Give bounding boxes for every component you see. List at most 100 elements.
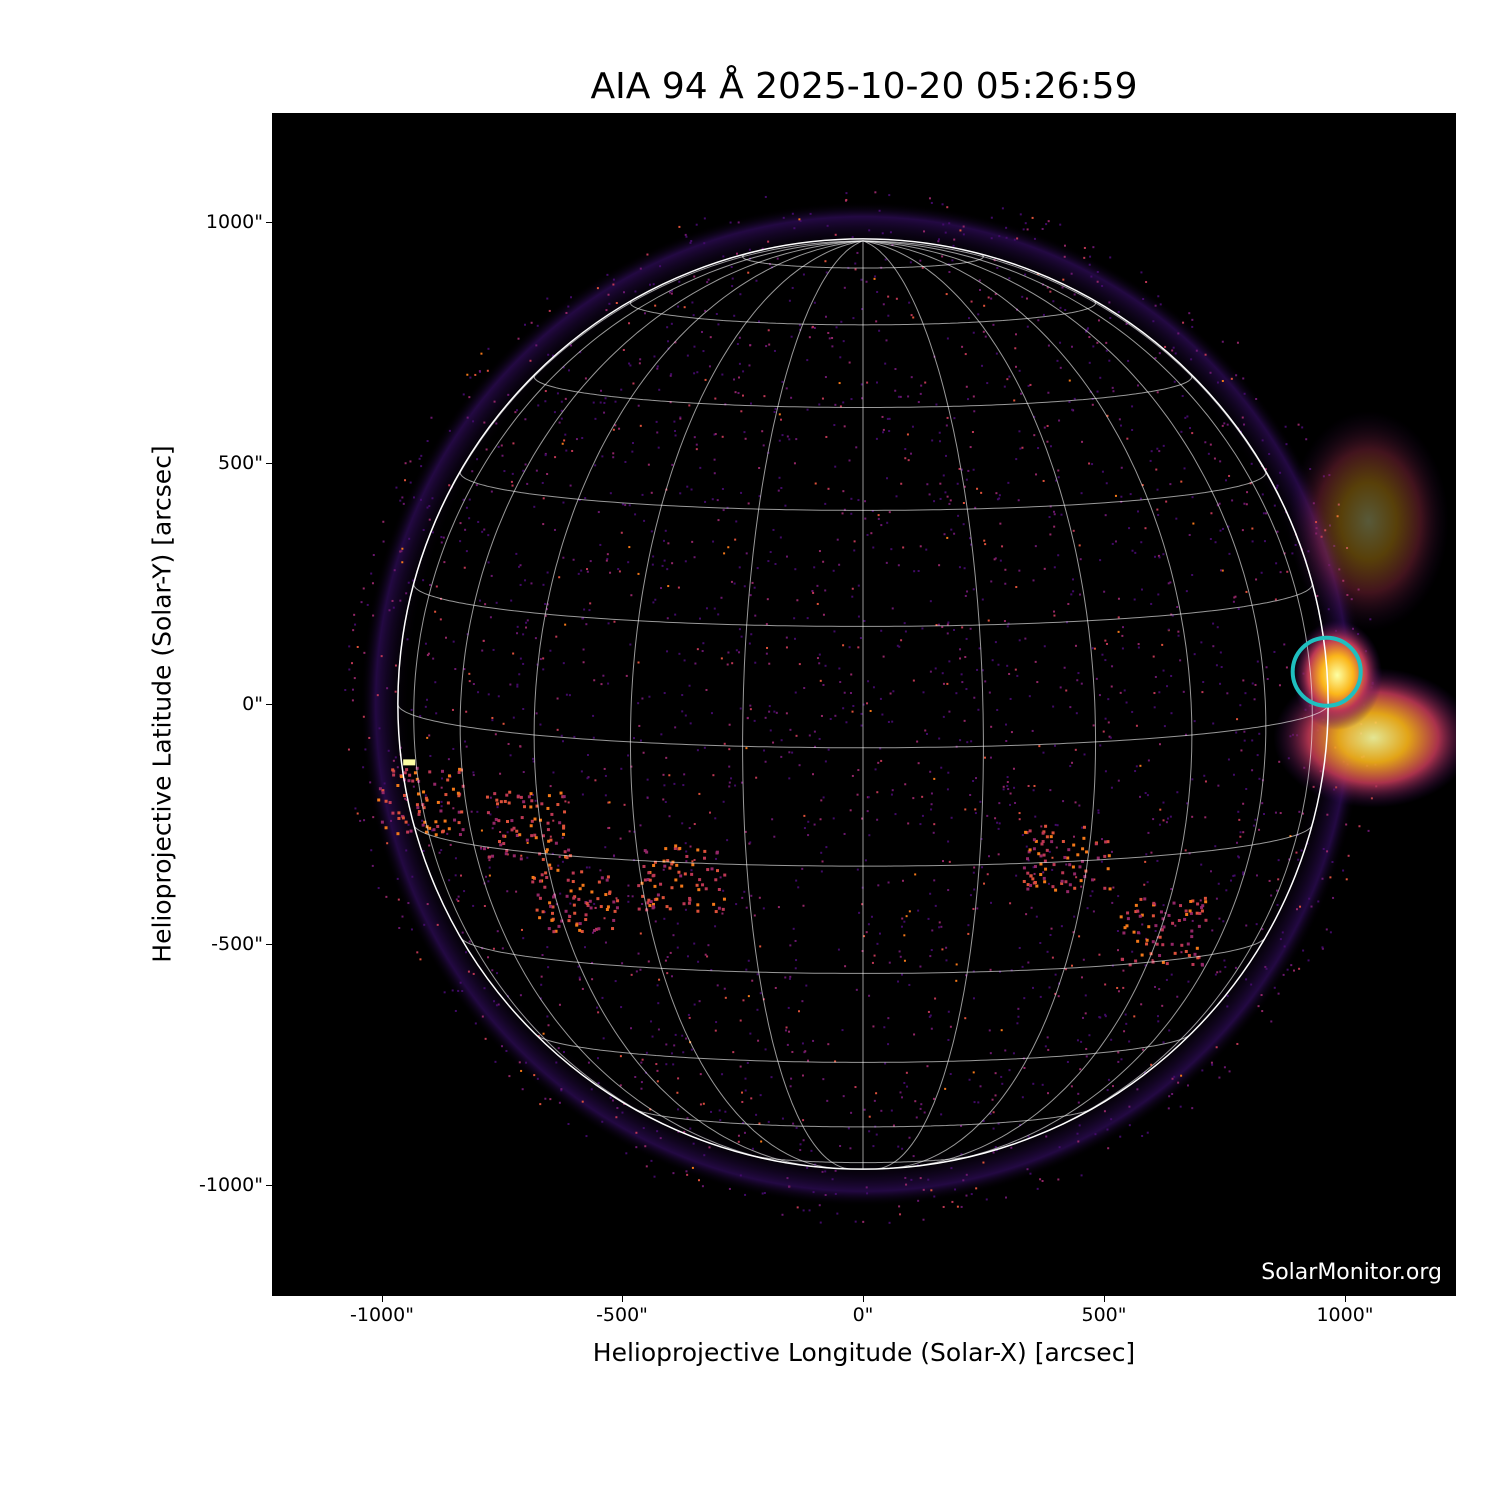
emission-speck (1285, 443, 1288, 446)
emission-speck (614, 400, 617, 403)
emission-speck (1032, 789, 1035, 792)
grid-line (862, 240, 1313, 1141)
emission-speck (637, 661, 640, 664)
emission-speck (942, 223, 945, 226)
emission-speck (704, 309, 707, 312)
emission-speck (852, 704, 855, 707)
emission-speck (826, 224, 829, 227)
emission-speck (1193, 720, 1196, 723)
emission-speck (558, 855, 561, 858)
emission-speck (639, 968, 642, 971)
emission-speck (1004, 568, 1007, 571)
emission-speck (697, 1179, 700, 1182)
emission-speck (677, 305, 680, 308)
emission-speck (1021, 834, 1024, 837)
active-region-speck (1147, 925, 1151, 929)
emission-speck (640, 1061, 643, 1064)
emission-speck (972, 871, 975, 874)
emission-speck (777, 489, 780, 492)
emission-speck (747, 271, 750, 274)
emission-speck (577, 965, 580, 968)
emission-speck (691, 540, 694, 543)
emission-speck (1133, 1015, 1136, 1018)
emission-speck (405, 798, 408, 801)
emission-speck (544, 454, 547, 457)
emission-speck (1188, 312, 1191, 315)
emission-speck (524, 579, 527, 582)
active-region-speck (655, 897, 659, 901)
emission-speck (948, 502, 951, 505)
emission-speck (977, 313, 980, 316)
emission-speck (519, 657, 522, 660)
emission-speck (468, 396, 471, 399)
emission-speck (888, 1221, 891, 1224)
emission-speck (1139, 795, 1142, 798)
emission-speck (869, 709, 872, 712)
active-region-speck (495, 802, 499, 806)
emission-speck (1026, 1168, 1029, 1171)
emission-speck (922, 1218, 925, 1221)
emission-speck (745, 968, 748, 971)
emission-speck (619, 837, 622, 840)
emission-speck (1131, 950, 1134, 953)
emission-speck (1091, 890, 1094, 893)
emission-speck (693, 858, 696, 861)
emission-speck (1059, 686, 1062, 689)
emission-speck (844, 965, 847, 968)
active-region-speck (423, 820, 427, 824)
emission-speck (472, 420, 475, 423)
emission-speck (393, 569, 396, 572)
emission-speck (604, 846, 607, 849)
emission-speck (1033, 434, 1036, 437)
emission-speck (1261, 1010, 1264, 1013)
emission-speck (1158, 988, 1161, 991)
emission-speck (785, 1026, 788, 1029)
emission-speck (751, 581, 754, 584)
emission-speck (1073, 293, 1076, 296)
active-region-speck (606, 905, 610, 909)
emission-speck (789, 975, 792, 978)
active-region-speck (1029, 883, 1033, 887)
emission-speck (1014, 668, 1017, 671)
emission-speck (515, 890, 518, 893)
active-region-speck (656, 893, 660, 897)
emission-speck (596, 1006, 599, 1009)
emission-speck (798, 764, 801, 767)
emission-speck (962, 502, 965, 505)
emission-speck (810, 1149, 813, 1152)
emission-speck (420, 465, 423, 468)
emission-speck (1057, 995, 1060, 998)
emission-speck (833, 424, 836, 427)
emission-speck (1017, 1007, 1020, 1010)
emission-speck (594, 906, 597, 909)
active-region-speck (1066, 856, 1070, 860)
emission-speck (1180, 951, 1183, 954)
emission-speck (1088, 336, 1091, 339)
emission-speck (1111, 542, 1114, 545)
emission-speck (872, 1145, 875, 1148)
emission-speck (845, 721, 848, 724)
emission-speck (487, 956, 490, 959)
active-region-speck (586, 904, 590, 908)
emission-speck (796, 599, 799, 602)
emission-speck (908, 983, 911, 986)
active-region-speck (1154, 924, 1158, 928)
emission-speck (848, 459, 851, 462)
active-region-speck (680, 884, 684, 888)
emission-speck (516, 683, 519, 686)
emission-speck (885, 339, 888, 342)
emission-speck (957, 514, 960, 517)
active-region-speck (533, 817, 537, 821)
emission-speck (871, 509, 874, 512)
emission-speck (928, 197, 931, 200)
emission-speck (1126, 437, 1129, 440)
emission-speck (641, 697, 644, 700)
active-region-speck (1184, 949, 1188, 953)
emission-speck (876, 818, 879, 821)
emission-speck (715, 312, 718, 315)
emission-speck (1234, 595, 1237, 598)
emission-speck (1025, 913, 1028, 916)
emission-speck (921, 814, 924, 817)
emission-speck (941, 672, 944, 675)
emission-speck (681, 694, 684, 697)
